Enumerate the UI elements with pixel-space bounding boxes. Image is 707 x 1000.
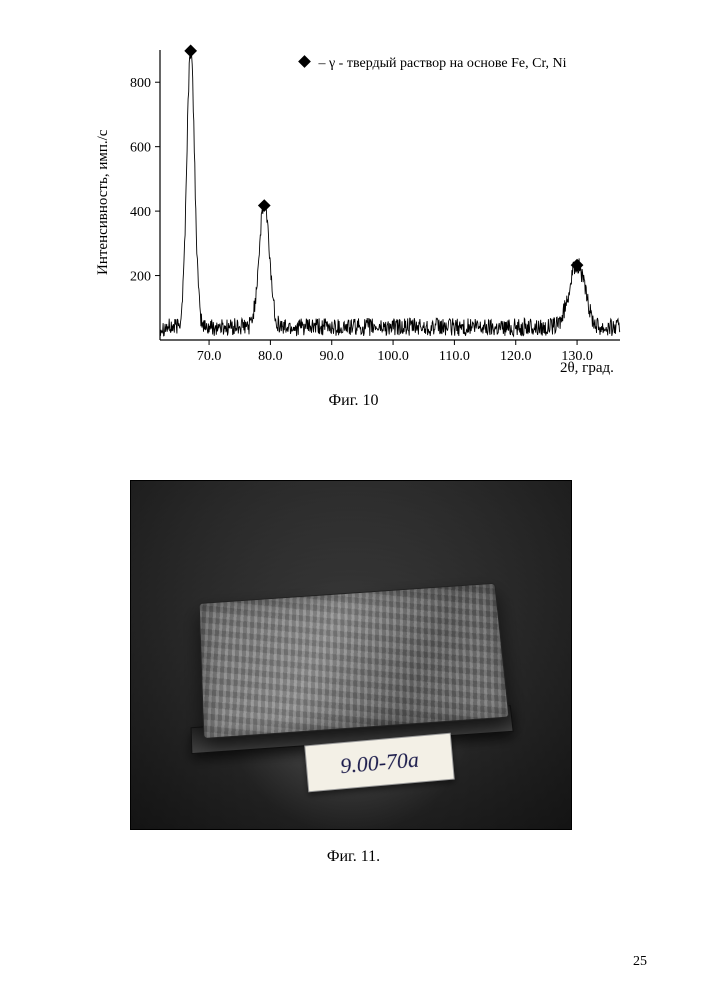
- diamond-icon: [298, 55, 311, 68]
- legend-text: – γ - твердый раствор на основе Fe, Cr, …: [319, 56, 567, 71]
- svg-text:120.0: 120.0: [500, 349, 532, 364]
- svg-text:400: 400: [130, 205, 151, 220]
- page: 20040060080070.080.090.0100.0110.0120.01…: [0, 0, 707, 1000]
- y-axis-label: Интенсивность, имп./с: [95, 130, 112, 275]
- svg-text:90.0: 90.0: [319, 349, 344, 364]
- xrd-plot-svg: 20040060080070.080.090.0100.0110.0120.01…: [105, 40, 635, 370]
- svg-text:110.0: 110.0: [439, 349, 470, 364]
- sample-block: [199, 583, 510, 739]
- x-axis-label: 2θ, град.: [560, 360, 614, 377]
- svg-text:200: 200: [130, 270, 151, 285]
- chart-legend: – γ - твердый раствор на основе Fe, Cr, …: [300, 56, 567, 72]
- svg-text:70.0: 70.0: [197, 349, 222, 364]
- caption-fig11: Фиг. 11.: [0, 848, 707, 866]
- sample-label-text: 9.00-70a: [339, 746, 420, 779]
- svg-text:80.0: 80.0: [258, 349, 283, 364]
- caption-fig10: Фиг. 10: [0, 392, 707, 410]
- page-number: 25: [633, 954, 647, 970]
- svg-text:600: 600: [130, 141, 151, 156]
- svg-text:100.0: 100.0: [377, 349, 409, 364]
- xrd-chart: 20040060080070.080.090.0100.0110.0120.01…: [105, 40, 635, 370]
- sample-photo: 9.00-70a: [130, 480, 572, 830]
- svg-text:800: 800: [130, 76, 151, 91]
